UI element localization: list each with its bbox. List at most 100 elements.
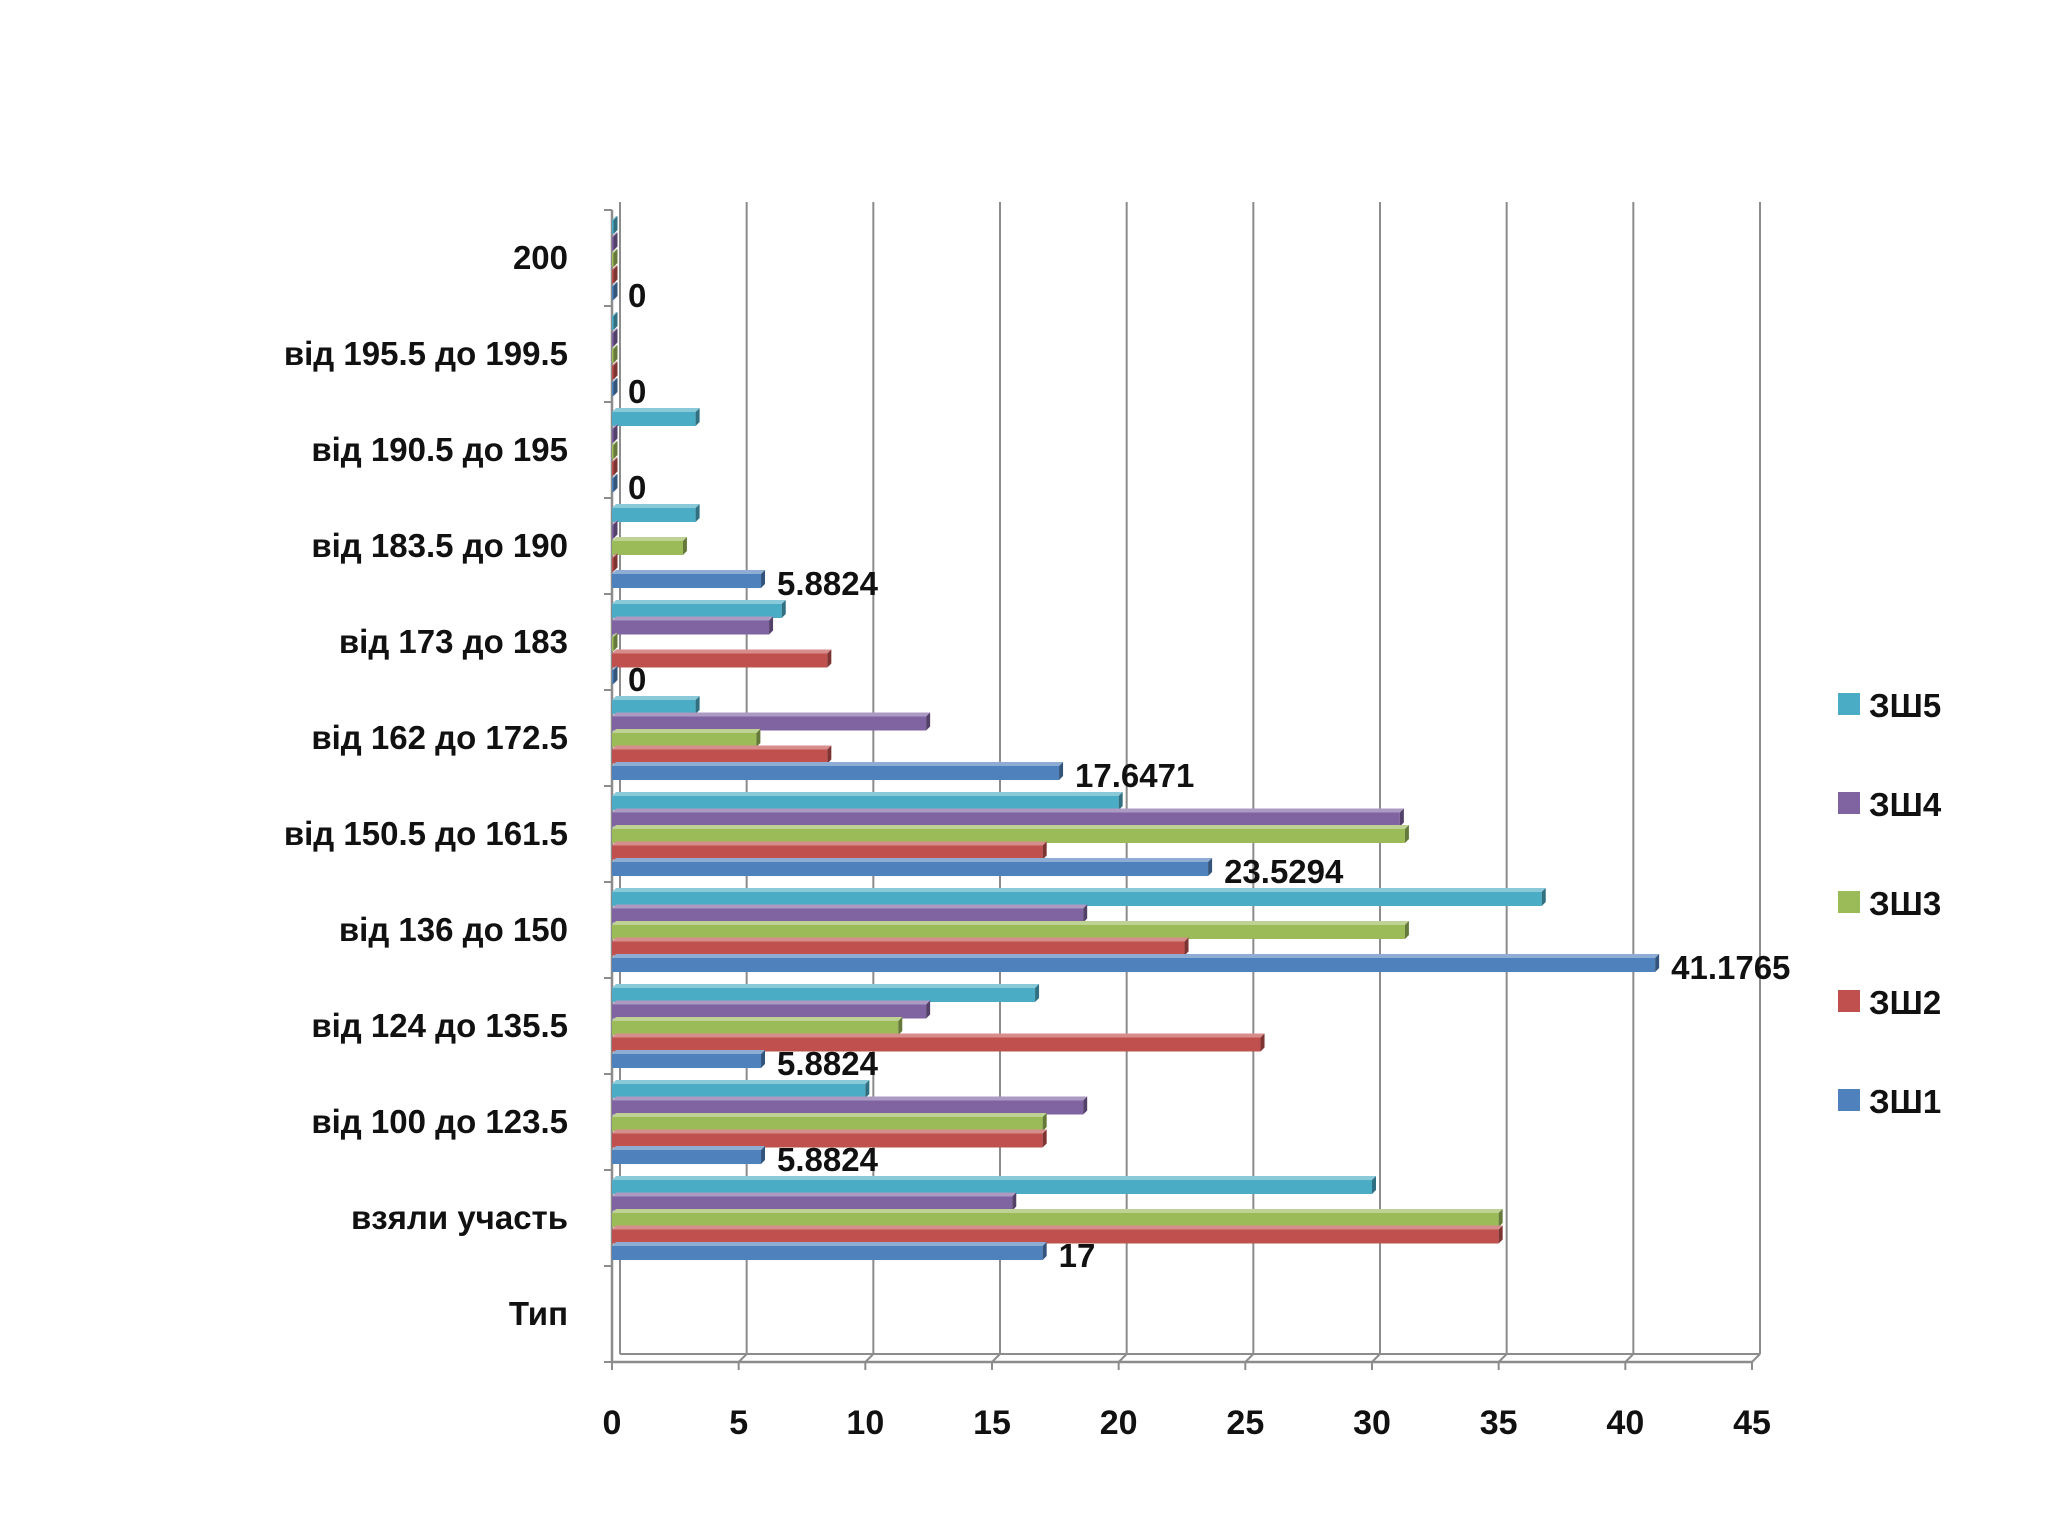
bar [612, 745, 832, 764]
bar [612, 1242, 1047, 1260]
bar-front-face [612, 733, 757, 747]
legend-item: ЗШ1 [1838, 1083, 1941, 1120]
x-tick-label: 40 [1606, 1404, 1644, 1442]
bar-end-face [613, 633, 618, 651]
bar-front-face [612, 478, 614, 492]
bar-front-face [612, 1084, 866, 1098]
bar [612, 1096, 1088, 1115]
bar-end-face [1118, 792, 1123, 810]
bar-top-face [612, 457, 618, 462]
bar-end-face [613, 378, 618, 396]
bar-front-face [612, 316, 614, 330]
bar [612, 921, 1409, 939]
bar-front-face [612, 958, 1656, 972]
legend-swatch [1838, 990, 1860, 1012]
category-labels: Тип взяли участь від 100 до 123.5 від 124 д… [284, 239, 568, 1332]
bar-top-face [612, 745, 832, 750]
bar [612, 1080, 870, 1098]
bar [612, 633, 618, 651]
bar [612, 762, 1064, 780]
category-label: від 190.5 до 195 [311, 431, 568, 468]
data-label: 5.8824 [777, 1045, 879, 1082]
bar-top-face [612, 841, 1047, 846]
bar-top-face [612, 1096, 1088, 1101]
gridline-floor [1371, 1353, 1381, 1363]
bar-end-face [1655, 954, 1660, 972]
bar-top-face [612, 424, 618, 429]
bar [612, 888, 1546, 906]
bar-front-face [612, 220, 614, 234]
bar-top-face [612, 792, 1123, 796]
data-label: 0 [628, 373, 646, 410]
bar-top-face [612, 408, 700, 412]
bar-front-face [612, 908, 1084, 923]
data-label: 5.8824 [777, 565, 879, 602]
bar [612, 1192, 1017, 1211]
bar-end-face [613, 216, 618, 234]
bar-end-face [1042, 841, 1047, 860]
bar-end-face [613, 345, 618, 363]
legend-label: ЗШ2 [1869, 984, 1941, 1021]
bar-end-face [898, 1017, 903, 1035]
bar-end-face [1404, 921, 1409, 939]
x-tick-label: 5 [729, 1404, 748, 1442]
bar [612, 216, 618, 234]
bar [612, 1225, 1503, 1244]
bar [612, 1176, 1376, 1194]
bar-top-face [612, 216, 618, 220]
bar-front-face [612, 925, 1405, 939]
bar-end-face [769, 616, 774, 635]
bar [612, 937, 1189, 956]
bar-end-face [613, 424, 618, 443]
bar-end-face [1042, 1113, 1047, 1131]
bar-top-face [612, 1113, 1047, 1117]
category-label: від 162 до 172.5 [311, 719, 568, 756]
bar [612, 1129, 1047, 1148]
bar [612, 696, 700, 714]
bar-end-face [1404, 825, 1409, 843]
bar-end-face [781, 600, 786, 618]
bar [612, 984, 1040, 1002]
x-tick-label: 35 [1480, 1404, 1518, 1442]
bar-front-face [612, 541, 683, 555]
bar-front-face [612, 892, 1542, 906]
bar-end-face [682, 537, 687, 555]
bar-top-face [612, 504, 700, 508]
bar-end-face [613, 282, 618, 300]
bar-top-face [612, 1209, 1503, 1213]
bar-top-face [612, 984, 1040, 988]
bar-top-face [612, 570, 766, 574]
bar-end-face [695, 504, 700, 522]
bar-top-face [612, 232, 618, 237]
bar [612, 1050, 766, 1068]
gridline-floor [1244, 1353, 1255, 1363]
bar-top-face [612, 904, 1088, 909]
legend-swatch [1838, 792, 1860, 814]
bar-end-face [865, 1080, 870, 1098]
bar-end-face [1498, 1209, 1503, 1227]
bar-front-face [612, 1037, 1261, 1052]
bar [612, 1113, 1047, 1131]
x-tick-labels: 0 5 10 15 20 25 30 35 40 45 [603, 1404, 1771, 1442]
bar-end-face [613, 553, 618, 572]
bar-top-face [612, 808, 1404, 813]
bar-front-face [612, 1150, 762, 1164]
bar [612, 474, 618, 492]
gridline-floor [1497, 1353, 1508, 1363]
bar-end-face [1208, 858, 1213, 876]
bars [612, 216, 1660, 1260]
category-label: від 100 до 123.5 [311, 1103, 568, 1140]
bar-top-face [612, 1129, 1047, 1134]
bar-top-face [612, 1225, 1503, 1230]
bar-top-face [612, 1017, 903, 1021]
bar [612, 424, 618, 443]
bar-front-face [612, 1213, 1499, 1227]
bar [612, 345, 618, 363]
bar-top-face [612, 616, 774, 621]
bar-top-face [612, 954, 1660, 958]
data-label: 5.8824 [777, 1141, 879, 1178]
bar-front-face [612, 524, 614, 539]
bar [612, 808, 1404, 827]
bar [612, 457, 618, 476]
bar-front-face [612, 670, 614, 684]
